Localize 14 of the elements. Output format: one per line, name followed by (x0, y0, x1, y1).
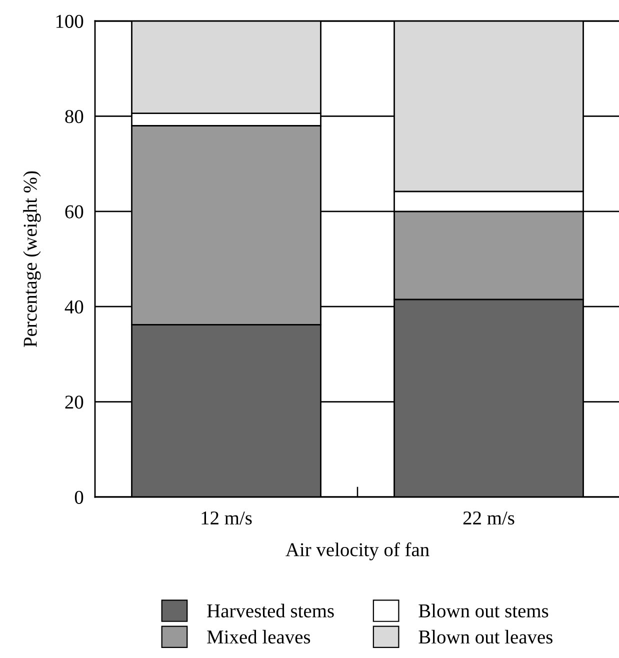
y-axis-title: Percentage (weight %) (23, 171, 41, 347)
legend-label: Blown out leaves (418, 630, 552, 644)
legend-label: Mixed leaves (207, 630, 310, 644)
y-tick-label: 40 (64, 300, 84, 314)
x-axis-title: Air velocity of fan (286, 542, 430, 560)
x-tick-label: 12 m/s (202, 512, 252, 525)
y-tick-label: 60 (65, 205, 84, 218)
y-tick-label: 80 (65, 110, 84, 124)
legend-label: Harvested stems (207, 604, 334, 618)
y-tick-label: 20 (65, 396, 84, 409)
x-tick-label: 22 m/s (463, 512, 514, 525)
legend-label: Blown out stems (418, 604, 548, 618)
y-tick-label: 100 (56, 14, 84, 28)
y-tick-label: 0 (74, 490, 84, 504)
